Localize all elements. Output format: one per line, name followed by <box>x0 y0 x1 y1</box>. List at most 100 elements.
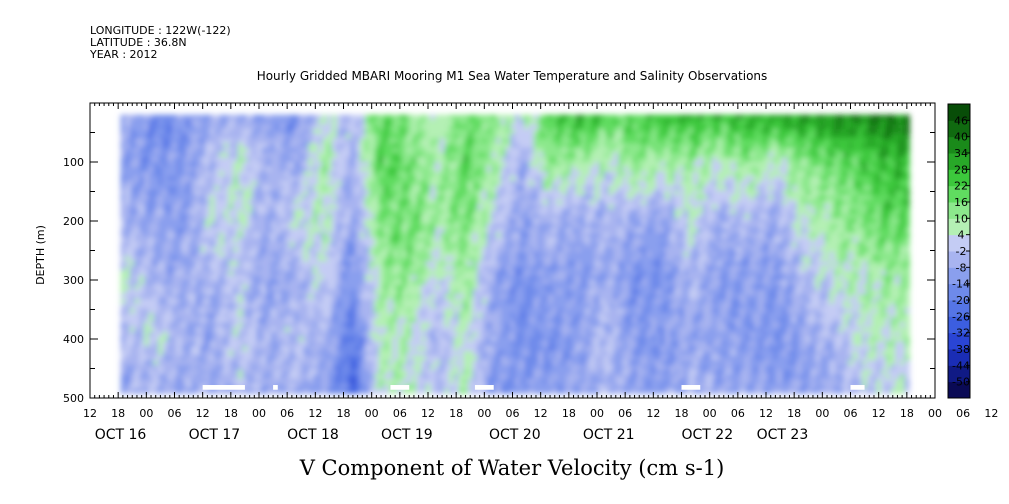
heat-cell <box>139 152 145 158</box>
heat-cell <box>195 275 201 281</box>
heat-cell <box>120 176 126 182</box>
heat-cell <box>233 162 239 168</box>
heat-cell <box>219 289 225 295</box>
heat-cell <box>505 265 511 272</box>
heat-cell <box>388 119 394 125</box>
heat-cell <box>251 331 258 338</box>
heat-cell <box>472 128 478 135</box>
heat-cell <box>176 228 183 234</box>
heat-cell <box>219 143 225 149</box>
heat-cell <box>280 237 286 243</box>
heat-cell <box>514 138 521 144</box>
heat-cell <box>247 341 253 347</box>
heat-cell <box>481 171 488 177</box>
heat-cell <box>411 128 417 135</box>
heat-cell <box>280 166 286 173</box>
heat-cell <box>134 346 140 352</box>
heat-cell <box>317 152 323 158</box>
heat-cell <box>439 364 446 371</box>
heat-cell <box>280 383 286 390</box>
heat-cell <box>209 388 215 394</box>
heat-cell <box>341 294 347 300</box>
heat-cell <box>256 246 262 253</box>
heat-cell <box>205 388 211 394</box>
heat-cell <box>491 152 497 158</box>
heat-cell <box>143 379 150 385</box>
heat-cell <box>134 204 140 210</box>
heat-cell <box>172 213 178 220</box>
heat-cell <box>496 242 502 248</box>
heat-cell <box>205 242 211 248</box>
heat-cell <box>341 204 347 210</box>
heat-cell <box>139 355 145 361</box>
heat-cell <box>284 383 291 390</box>
heat-cell <box>237 327 244 333</box>
heat-cell <box>411 355 417 361</box>
heat-cell <box>458 379 464 385</box>
heat-cell <box>453 138 460 144</box>
heat-cell <box>491 237 497 243</box>
heat-cell <box>289 355 295 361</box>
heat-cell <box>209 280 215 286</box>
heat-cell <box>294 374 300 380</box>
heat-cell <box>242 322 248 328</box>
heat-cell <box>378 185 384 191</box>
heat-cell <box>153 119 159 125</box>
heat-cell <box>242 199 248 206</box>
heat-cell <box>303 379 309 385</box>
heat-cell <box>449 364 455 371</box>
heat-cell <box>505 223 511 229</box>
heat-cell <box>453 166 460 173</box>
heat-cell <box>463 308 469 314</box>
heat-cell <box>350 322 356 328</box>
heat-cell <box>158 223 164 229</box>
heat-cell <box>425 284 431 291</box>
heat-cell <box>284 388 291 394</box>
heat-cell <box>261 346 267 352</box>
heat-cell <box>308 374 314 380</box>
heat-cell <box>350 204 356 210</box>
heat-cell <box>514 166 521 173</box>
heat-cell <box>341 237 347 243</box>
heat-cell <box>261 185 267 191</box>
heat-cell <box>158 289 164 295</box>
heat-cell <box>308 162 314 168</box>
heat-cell <box>120 232 126 239</box>
heat-cell <box>298 246 305 253</box>
heat-cell <box>251 379 258 385</box>
heat-cell <box>350 336 356 342</box>
heat-cell <box>233 199 239 206</box>
heat-cell <box>303 327 309 333</box>
heat-cell <box>125 195 131 201</box>
heat-cell <box>280 350 286 357</box>
heat-cell <box>172 152 178 158</box>
heat-cell <box>336 388 342 394</box>
heat-cell <box>378 284 384 291</box>
heat-cell <box>228 199 234 206</box>
heat-cell <box>317 228 323 234</box>
heat-cell <box>134 364 140 371</box>
heat-cell <box>205 256 211 262</box>
heat-cell <box>355 237 361 243</box>
heat-cell <box>134 199 140 206</box>
heat-cell <box>350 251 356 257</box>
heat-cell <box>425 176 431 182</box>
heat-cell <box>458 261 464 267</box>
heat-cell <box>158 138 164 144</box>
heat-cell <box>256 166 262 173</box>
heat-cell <box>284 147 291 154</box>
heat-cell <box>251 350 258 357</box>
heat-cell <box>406 308 413 314</box>
heat-cell <box>392 341 399 347</box>
heat-cell <box>308 261 314 267</box>
heat-cell <box>439 280 446 286</box>
heat-cell <box>467 124 474 130</box>
heat-cell <box>242 237 248 243</box>
heat-cell <box>181 223 187 229</box>
heat-cell <box>491 128 497 135</box>
heat-cell <box>510 383 516 390</box>
heat-cell <box>477 313 483 319</box>
heat-cell <box>214 124 220 130</box>
heat-cell <box>120 133 126 139</box>
heat-cell <box>378 223 384 229</box>
